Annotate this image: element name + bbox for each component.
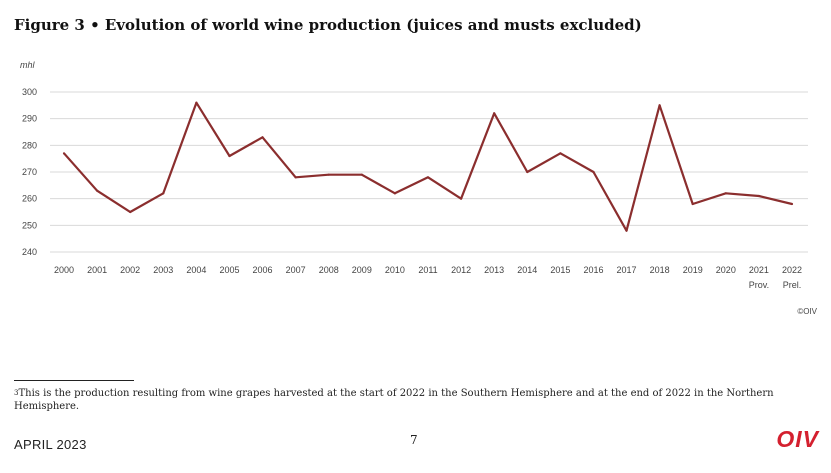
data-point xyxy=(294,176,297,179)
y-tick-label: 250 xyxy=(22,220,37,230)
data-point xyxy=(327,173,330,176)
data-point xyxy=(625,229,628,232)
x-tick-label: 2005 xyxy=(219,265,239,275)
x-tick-label: 2006 xyxy=(253,265,273,275)
data-point xyxy=(261,136,264,139)
data-point xyxy=(526,170,529,174)
data-point xyxy=(592,170,595,174)
figure-title: Figure 3 • Evolution of world wine produ… xyxy=(14,16,642,34)
data-point xyxy=(493,112,496,115)
gridlines xyxy=(50,91,808,253)
series-line xyxy=(63,101,793,232)
x-tick-label: 2004 xyxy=(186,265,206,275)
x-axis-ticks: 2000 2001 2002 2003 2004 2005 2006 2007 2008 2009… xyxy=(54,265,802,290)
x-tick-label: 2007 xyxy=(286,265,306,275)
x-tick-label: 2017 xyxy=(617,265,637,275)
data-point xyxy=(228,154,231,158)
data-point xyxy=(658,104,661,107)
x-tick-label: 2018 xyxy=(650,265,670,275)
y-tick-label: 260 xyxy=(22,194,37,204)
x-tick-label: 2001 xyxy=(87,265,107,275)
x-tick-label: 2000 xyxy=(54,265,74,275)
data-point xyxy=(757,194,761,198)
y-tick-label: 270 xyxy=(22,167,37,177)
x-tick-label: 2002 xyxy=(120,265,140,275)
x-tick-label: 2022 xyxy=(782,265,802,275)
x-tick-label: 2015 xyxy=(550,265,570,275)
data-point xyxy=(95,189,99,192)
data-point xyxy=(162,192,165,195)
y-axis-ticks: 300 290 280 270 260 250 240 xyxy=(22,87,37,257)
series-layer xyxy=(62,101,794,232)
x-tick-label: 2021 xyxy=(749,265,769,275)
data-point xyxy=(559,152,562,155)
data-point xyxy=(129,210,132,214)
page-number: 7 xyxy=(410,433,418,447)
footnote-marker: 3 xyxy=(14,389,19,397)
data-point xyxy=(724,192,727,195)
y-axis-unit-label: mhl xyxy=(20,60,36,70)
data-point xyxy=(426,176,430,179)
footnote-divider xyxy=(14,380,134,381)
x-tick-label: 2019 xyxy=(683,265,703,275)
y-tick-label: 300 xyxy=(22,87,37,97)
footnote: 3This is the production resulting from w… xyxy=(14,387,814,413)
x-tick-label: 2003 xyxy=(153,265,173,275)
x-tick-label: 2016 xyxy=(583,265,603,275)
x-tick-label: 2020 xyxy=(716,265,736,275)
data-point xyxy=(790,202,794,206)
x-tick-label: 2011 xyxy=(418,265,437,275)
x-tick-sublabel: Prov. xyxy=(749,280,769,290)
oiv-logo: OIV xyxy=(776,426,819,452)
x-tick-label: 2012 xyxy=(451,265,471,275)
data-point xyxy=(459,197,463,200)
x-tick-label: 2008 xyxy=(319,265,339,275)
x-tick-label: 2009 xyxy=(352,265,372,275)
data-point xyxy=(691,202,694,206)
x-tick-sublabel: Prel. xyxy=(783,280,802,290)
copyright-label: ©OIV xyxy=(797,307,817,316)
footer-date: APRIL 2023 xyxy=(14,437,87,452)
footnote-text: This is the production resulting from wi… xyxy=(14,388,774,412)
data-point xyxy=(62,152,66,155)
x-tick-label: 2013 xyxy=(484,265,504,275)
y-tick-label: 240 xyxy=(22,247,37,257)
data-point xyxy=(360,173,363,176)
y-tick-label: 290 xyxy=(22,114,37,124)
x-tick-label: 2010 xyxy=(385,265,405,275)
data-point xyxy=(393,192,397,195)
y-tick-label: 280 xyxy=(22,140,37,150)
x-tick-label: 2014 xyxy=(517,265,537,275)
data-point xyxy=(195,101,198,104)
